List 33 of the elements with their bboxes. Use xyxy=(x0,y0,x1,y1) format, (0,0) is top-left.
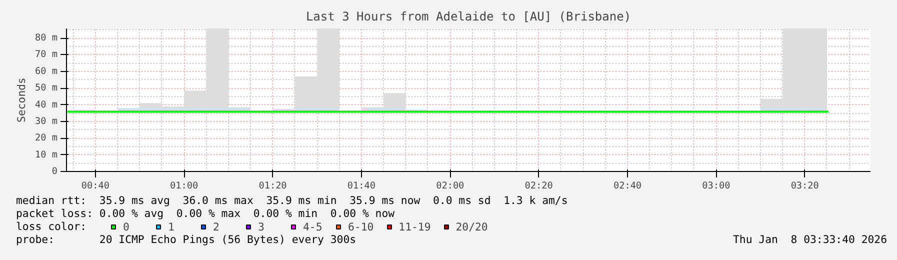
y-tick-label: 50 m xyxy=(35,82,58,94)
legend-label: 2 xyxy=(213,220,220,233)
chart-title: Last 3 Hours from Adelaide to [AU] (Brisbane) xyxy=(306,10,632,24)
y-tick-label: 10 m xyxy=(35,149,58,160)
y-tick-label: 60 m xyxy=(35,66,58,77)
text: packet loss: 0.00 % avg 0.00 % max 0.00 % min 0.00 % now xyxy=(16,207,395,220)
y-tick-label: 30 m xyxy=(35,116,58,127)
x-tick-label: 03:00 xyxy=(702,180,731,192)
x-tick-label: 00:40 xyxy=(81,180,110,192)
x-tick-label: 01:40 xyxy=(347,180,376,192)
y-axis-title: Seconds xyxy=(15,78,28,122)
x-tick-label: 02:00 xyxy=(436,180,465,192)
y-tick-label: 40 m xyxy=(35,99,58,110)
text: median rtt: 35.9 ms avg 36.0 ms max 35.9 ms min 35.9 ms now 0.0 ms sd 1.3 k am/s xyxy=(16,194,568,207)
text: probe: 20 ICMP Echo Pings (56 Bytes) every 300s xyxy=(16,233,356,246)
y-tick-label: 70 m xyxy=(35,49,58,60)
text: Thu Jan 8 03:33:40 2026 xyxy=(733,233,887,246)
x-tick-label: 01:20 xyxy=(258,180,288,192)
legend-title: loss color: xyxy=(16,220,87,233)
legend-label: 4-5 xyxy=(303,220,323,233)
legend-label: 1 xyxy=(168,220,176,233)
y-tick-label: 0 xyxy=(52,166,58,177)
x-tick-label: 02:40 xyxy=(613,180,642,192)
legend-label: 3 xyxy=(258,220,266,233)
legend-label: 11-19 xyxy=(398,220,431,233)
legend-label: 0 xyxy=(123,220,130,233)
legend-label: 20/20 xyxy=(456,220,488,233)
x-tick-label: 01:00 xyxy=(170,180,199,192)
x-tick-label: 03:20 xyxy=(790,180,820,192)
legend-label: 6-10 xyxy=(348,220,374,233)
y-tick-label: 80 m xyxy=(35,32,58,44)
x-tick-label: 02:20 xyxy=(524,180,554,192)
y-tick-label: 20 m xyxy=(35,132,58,144)
